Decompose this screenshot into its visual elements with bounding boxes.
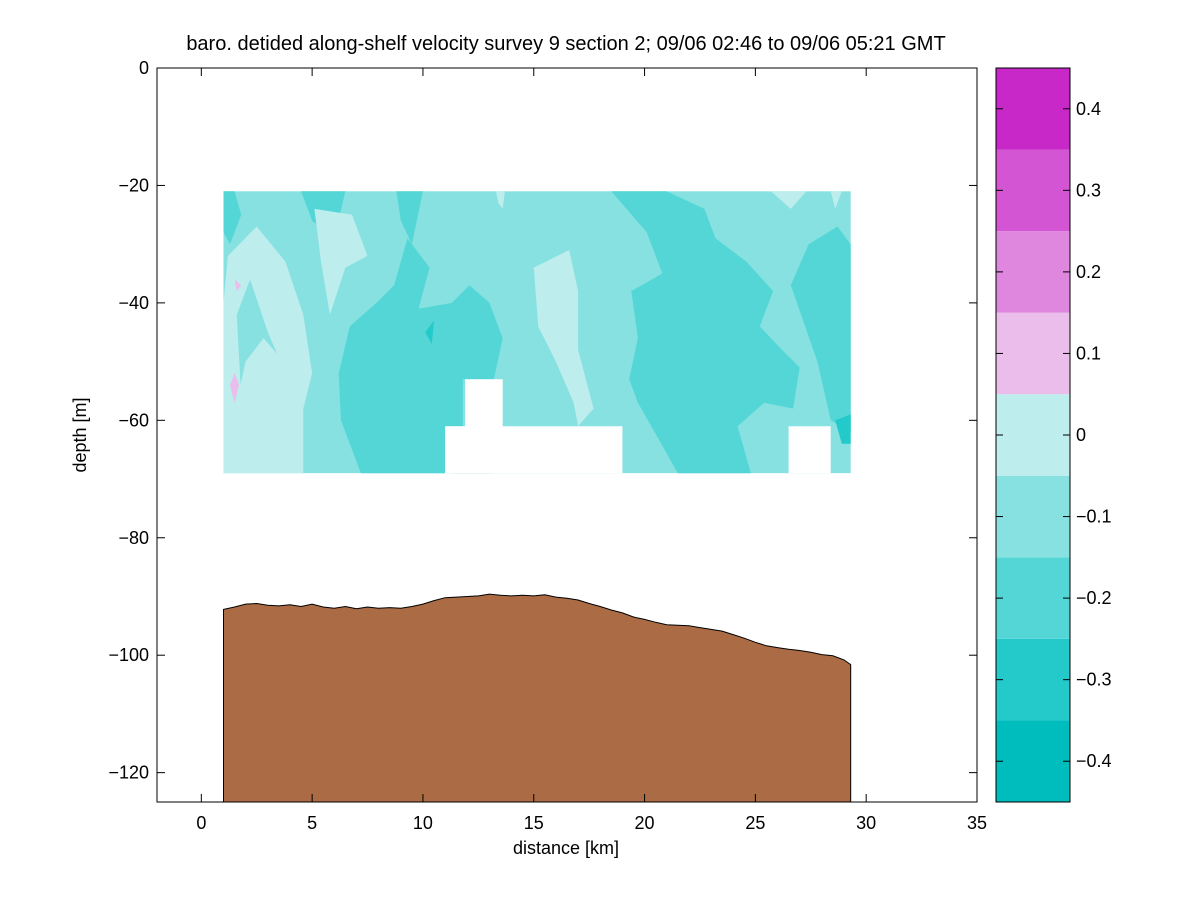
- velocity-patch: [425, 320, 434, 344]
- y-tick-label: 0: [139, 58, 149, 78]
- colorbar-tick-label: 0.1: [1076, 343, 1101, 363]
- colorbar-tick-label: −0.1: [1076, 507, 1112, 527]
- velocity-patch: [835, 414, 851, 444]
- y-tick-label: −60: [118, 410, 149, 430]
- missing-data-gap: [445, 379, 623, 474]
- plot-area: [223, 191, 852, 802]
- missing-data-gap: [788, 426, 831, 474]
- velocity-patch: [496, 191, 505, 209]
- colorbar-band: [996, 475, 1070, 558]
- velocity-patch: [223, 226, 313, 474]
- x-tick-label: 30: [856, 813, 876, 833]
- velocity-patch: [611, 191, 800, 474]
- x-tick-label: 25: [745, 813, 765, 833]
- colorbar-tick-label: 0: [1076, 425, 1086, 445]
- velocity-patch: [230, 373, 239, 403]
- velocity-patch: [396, 191, 423, 245]
- colorbar-band: [996, 149, 1070, 232]
- colorbar-band: [996, 312, 1070, 395]
- velocity-patch: [830, 191, 842, 209]
- y-tick-label: −80: [118, 528, 149, 548]
- colorbar-tick-label: 0.3: [1076, 180, 1101, 200]
- colorbar-tick-label: −0.4: [1076, 751, 1112, 771]
- colorbar-band: [996, 68, 1070, 150]
- seafloor-polygon: [223, 593, 852, 802]
- x-tick-label: 20: [635, 813, 655, 833]
- y-tick-label: −100: [108, 645, 149, 665]
- plot-axes-box: [156, 67, 978, 803]
- colorbar-band: [996, 231, 1070, 313]
- chart-title: baro. detided along-shelf velocity surve…: [186, 33, 945, 55]
- missing-data-mask: [445, 379, 831, 474]
- velocity-patch: [234, 279, 242, 292]
- colorbar-tick-label: −0.3: [1076, 670, 1112, 690]
- seafloor-bathymetry: [223, 593, 852, 802]
- velocity-patch: [338, 238, 503, 474]
- x-tick-label: 10: [413, 813, 433, 833]
- colorbar-band: [996, 720, 1070, 802]
- x-tick-label: 0: [196, 813, 206, 833]
- velocity-patch: [223, 191, 242, 245]
- y-tick-label: −40: [118, 293, 149, 313]
- velocity-patch: [533, 250, 594, 427]
- colorbar-tick-label: −0.2: [1076, 588, 1112, 608]
- velocity-patch: [790, 226, 851, 433]
- colorbar-tick-label: 0.2: [1076, 262, 1101, 282]
- x-tick-label: 5: [307, 813, 317, 833]
- x-axis-label: distance [km]: [513, 838, 619, 858]
- y-tick-label: −120: [108, 763, 149, 783]
- y-tick-label: −20: [118, 175, 149, 195]
- colorbar: −0.4 −0.3 −0.2 −0.1 0 0.1 0.2 0.3 0.4: [995, 67, 1112, 803]
- axis-ticks: 0 5 10 15 20 25 30 35 0 −20 −40 −60 −80 −100 −120: [108, 58, 987, 833]
- colorbar-band: [996, 557, 1070, 639]
- velocity-contour-layer: [223, 191, 851, 474]
- velocity-patch: [314, 208, 368, 315]
- colorbar-band: [996, 394, 1070, 476]
- velocity-patch: [770, 191, 807, 209]
- colorbar-band: [996, 638, 1070, 721]
- y-axis-label: depth [m]: [70, 397, 90, 472]
- velocity-patch: [223, 338, 304, 474]
- colorbar-tick-label: 0.4: [1076, 99, 1101, 119]
- x-tick-label: 15: [524, 813, 544, 833]
- x-tick-label: 35: [967, 813, 987, 833]
